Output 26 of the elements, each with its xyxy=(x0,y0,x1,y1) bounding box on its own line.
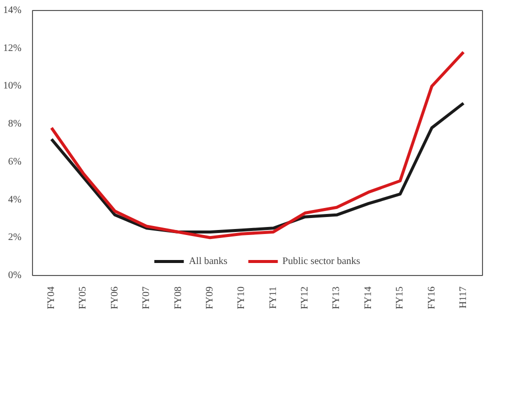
x-tick-label: FY04 xyxy=(46,286,58,310)
y-tick-label: 14% xyxy=(3,5,22,16)
x-tick-label: FY13 xyxy=(331,286,342,310)
x-tick-label: FY11 xyxy=(268,286,279,309)
x-tick-label: FY10 xyxy=(236,286,248,310)
y-tick-label: 12% xyxy=(3,42,22,54)
y-tick-label: 6% xyxy=(8,156,22,168)
y-tick-label: 8% xyxy=(8,118,22,130)
legend-label: All banks xyxy=(188,256,228,266)
line-series xyxy=(50,102,465,234)
legend-label: Public sector banks xyxy=(282,256,360,266)
x-tick-label: FY05 xyxy=(78,286,89,310)
x-tick-label: FY09 xyxy=(204,286,216,310)
y-tick-label: 0% xyxy=(8,270,22,281)
x-tick-label: FY08 xyxy=(172,286,184,310)
x-tick-label: FY15 xyxy=(394,286,406,310)
y-tick-label: 2% xyxy=(8,232,22,244)
x-tick-label: H117 xyxy=(458,286,469,308)
x-tick-label: FY06 xyxy=(109,286,120,310)
x-tick-label: FY07 xyxy=(141,286,152,310)
x-tick-label: FY14 xyxy=(362,286,374,310)
x-tick-label: FY16 xyxy=(426,286,438,310)
y-tick-label: 10% xyxy=(3,80,22,92)
line-series xyxy=(50,50,465,240)
x-tick-label: FY12 xyxy=(300,286,311,310)
y-tick-label: 4% xyxy=(8,194,22,206)
